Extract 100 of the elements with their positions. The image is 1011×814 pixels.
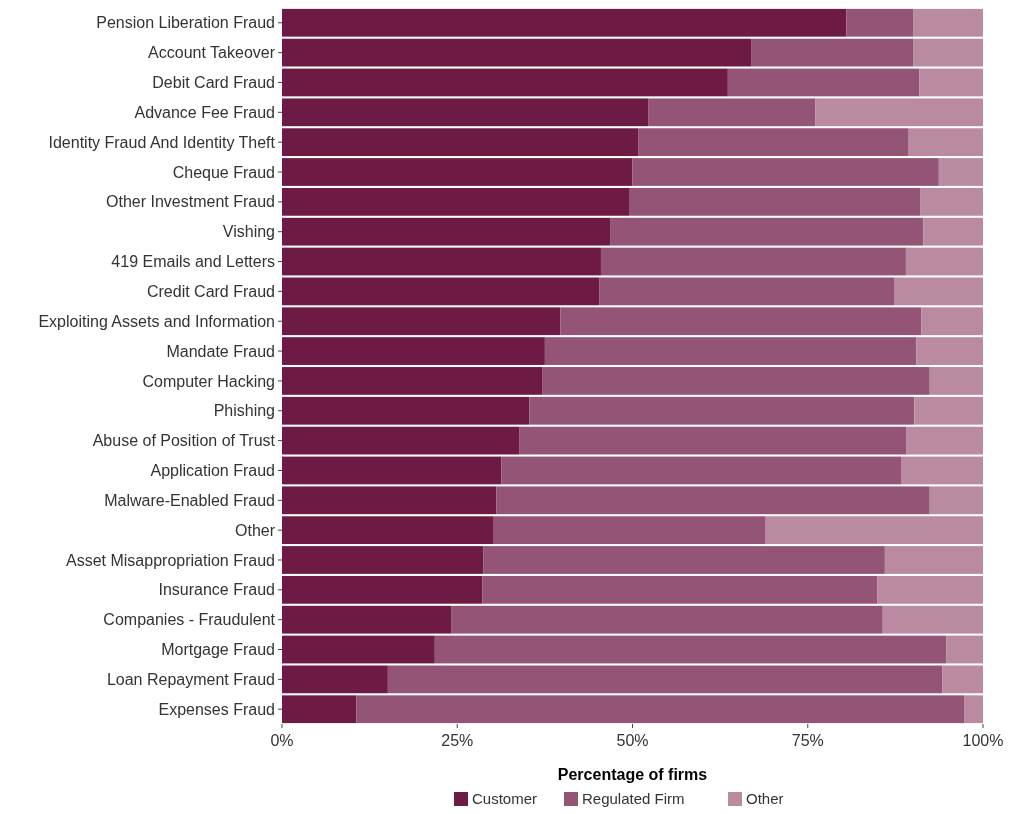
bar	[282, 486, 497, 515]
legend-label: Regulated Firm	[582, 790, 685, 808]
bar	[846, 8, 914, 37]
y-tick-label: Malware-Enabled Fraud	[104, 491, 275, 509]
bar	[751, 38, 914, 67]
y-tick-label: 419 Emails and Letters	[111, 253, 275, 271]
bar	[938, 158, 983, 186]
bar	[451, 605, 883, 634]
bar	[894, 277, 983, 306]
bar	[434, 635, 947, 664]
bar	[914, 396, 983, 425]
bar	[282, 217, 611, 246]
y-tick-label: Advance Fee Fraud	[134, 103, 275, 121]
bar	[282, 8, 847, 37]
y-tick-label: Abuse of Position of Trust	[92, 432, 276, 450]
bar	[648, 98, 816, 127]
bar	[929, 367, 983, 395]
x-axis-title: Percentage of firms	[557, 766, 708, 783]
bar	[501, 456, 901, 485]
bar	[282, 546, 484, 574]
bar	[282, 337, 545, 365]
bar	[282, 516, 493, 545]
bar	[908, 128, 983, 157]
bar	[282, 128, 639, 157]
bar	[921, 307, 983, 336]
bar	[529, 396, 915, 425]
y-tick-label: Identity Fraud And Identity Theft	[48, 133, 276, 151]
y-tick-label: Loan Repayment Fraud	[106, 670, 275, 688]
y-tick-label: Account Takeover	[148, 44, 276, 62]
y-tick-label: Insurance Fraud	[158, 581, 275, 599]
bar	[493, 516, 766, 545]
bar	[877, 575, 983, 604]
x-tick-label: 0%	[270, 732, 294, 749]
bar	[919, 68, 983, 97]
y-tick-label: Mortgage Fraud	[161, 641, 275, 659]
bar	[600, 247, 906, 276]
bar	[282, 456, 502, 485]
x-tick-label: 50%	[616, 732, 649, 749]
bar	[282, 158, 633, 186]
bar	[916, 337, 983, 365]
bar	[282, 277, 600, 306]
bar	[964, 695, 983, 724]
y-tick-label: Credit Card Fraud	[146, 282, 275, 300]
y-tick-label: Mandate Fraud	[166, 342, 275, 360]
bar	[282, 98, 649, 127]
bar	[496, 486, 930, 515]
bar	[282, 575, 483, 604]
bar	[282, 695, 357, 724]
y-tick-label: Exploiting Assets and Information	[38, 312, 275, 330]
bar	[282, 38, 752, 67]
bar	[946, 635, 983, 664]
bar	[815, 98, 983, 127]
legend-label: Customer	[472, 790, 538, 808]
bar	[282, 396, 530, 425]
bar	[282, 68, 728, 97]
bar	[282, 635, 435, 664]
bar	[882, 605, 983, 634]
bar	[282, 665, 388, 694]
bar	[765, 516, 983, 545]
x-tick-label: 75%	[791, 732, 824, 749]
bar	[544, 337, 917, 365]
bar	[942, 665, 983, 694]
bar	[929, 486, 983, 515]
bar	[629, 187, 921, 216]
bar	[599, 277, 895, 306]
y-tick-label: Vishing	[222, 223, 275, 241]
x-tick-label: 25%	[441, 732, 474, 749]
bar	[542, 367, 930, 395]
bar	[906, 426, 983, 455]
bar	[282, 307, 561, 336]
y-tick-label: Cheque Fraud	[172, 163, 275, 181]
bar	[387, 665, 943, 694]
x-tick-label: 100%	[962, 732, 1004, 749]
bar	[638, 128, 909, 157]
bar	[356, 695, 965, 724]
y-tick-label: Asset Misappropriation Fraud	[66, 551, 275, 569]
y-tick-label: Pension Liberation Fraud	[96, 14, 275, 32]
bar	[900, 456, 983, 485]
bar	[282, 247, 601, 276]
bar	[913, 38, 983, 67]
bar	[282, 426, 520, 455]
bar	[913, 8, 983, 37]
bar	[884, 546, 983, 574]
bar	[632, 158, 939, 186]
bar	[923, 217, 983, 246]
y-tick-label: Phishing	[213, 402, 275, 420]
bar	[282, 605, 452, 634]
y-tick-label: Other Investment Fraud	[106, 193, 275, 211]
y-tick-label: Computer Hacking	[142, 372, 275, 390]
y-tick-label: Expenses Fraud	[158, 700, 275, 718]
y-tick-label: Companies - Fraudulent	[103, 611, 276, 629]
y-tick-label: Other	[234, 521, 276, 539]
bar	[610, 217, 924, 246]
bar	[519, 426, 907, 455]
bar	[483, 546, 885, 574]
bar	[727, 68, 920, 97]
bar	[282, 367, 543, 395]
legend-label: Other	[746, 790, 784, 808]
bar	[920, 187, 983, 216]
bar	[905, 247, 983, 276]
